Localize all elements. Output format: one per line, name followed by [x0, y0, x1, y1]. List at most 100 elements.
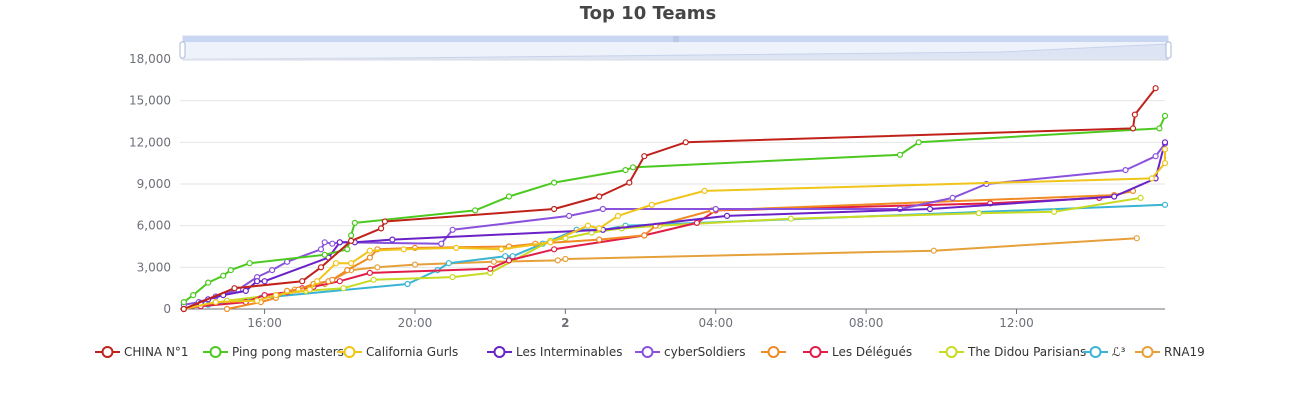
data-point[interactable] [701, 187, 708, 194]
data-point[interactable] [1131, 111, 1139, 118]
data-point[interactable] [336, 239, 343, 246]
data-point[interactable] [242, 287, 249, 294]
data-point[interactable] [317, 246, 325, 253]
data-point[interactable] [550, 205, 558, 213]
data-point[interactable] [1156, 125, 1163, 132]
data-point[interactable] [490, 258, 497, 265]
zoom-slider[interactable]: ||| [179, 35, 1172, 61]
data-point[interactable] [344, 246, 351, 253]
data-point[interactable] [366, 254, 373, 261]
data-point[interactable] [596, 193, 603, 200]
data-point[interactable] [505, 257, 513, 264]
legend-item[interactable]: cyberSoldiers [635, 345, 745, 359]
legend-item[interactable]: California Gurls [337, 345, 458, 359]
data-point[interactable] [682, 139, 689, 146]
data-point[interactable] [693, 219, 701, 226]
legend-item[interactable]: CHINA N°1 [95, 345, 189, 359]
data-point[interactable] [306, 286, 313, 293]
data-point[interactable] [344, 267, 351, 274]
data-point[interactable] [565, 212, 573, 219]
data-point[interactable] [212, 299, 219, 306]
data-point[interactable] [374, 264, 381, 271]
data-point[interactable] [227, 267, 234, 274]
data-point[interactable] [190, 292, 197, 299]
data-point[interactable] [1148, 175, 1155, 182]
data-point[interactable] [348, 237, 355, 244]
data-point[interactable] [205, 279, 212, 286]
data-point[interactable] [926, 205, 934, 213]
data-point[interactable] [1050, 208, 1058, 215]
legend-item[interactable]: Les Délégués [803, 345, 912, 359]
zoom-slider-selection[interactable] [183, 36, 1168, 42]
data-point[interactable] [272, 292, 279, 299]
data-point[interactable] [712, 205, 719, 213]
data-point[interactable] [261, 292, 268, 299]
data-point[interactable] [299, 278, 306, 285]
data-point[interactable] [949, 194, 956, 201]
data-point[interactable] [1161, 201, 1169, 208]
legend-item[interactable]: ℒ³ [1083, 345, 1126, 359]
data-point[interactable] [1161, 139, 1169, 146]
data-point[interactable] [411, 261, 419, 268]
data-point[interactable] [254, 297, 261, 304]
data-point[interactable] [366, 269, 373, 276]
legend-item[interactable]: The Didou Parisians [939, 345, 1086, 359]
data-point[interactable] [550, 179, 558, 186]
data-point[interactable] [438, 240, 445, 247]
data-point[interactable] [321, 239, 328, 246]
data-point[interactable] [329, 240, 336, 247]
data-point[interactable] [1122, 167, 1129, 174]
data-point[interactable] [975, 210, 983, 217]
data-point[interactable] [626, 179, 633, 186]
data-point[interactable] [629, 164, 637, 171]
data-point[interactable] [223, 305, 231, 313]
data-point[interactable] [1133, 235, 1140, 242]
data-point[interactable] [562, 255, 569, 263]
data-point[interactable] [930, 247, 937, 254]
data-point[interactable] [366, 247, 373, 254]
data-point[interactable] [547, 239, 554, 246]
data-point[interactable] [261, 278, 268, 285]
data-point[interactable] [370, 276, 377, 283]
data-point[interactable] [348, 260, 355, 267]
data-point[interactable] [231, 285, 238, 292]
data-point[interactable] [329, 276, 336, 283]
data-point[interactable] [1111, 193, 1118, 200]
data-point[interactable] [554, 257, 561, 264]
data-point[interactable] [509, 253, 516, 260]
data-point[interactable] [550, 246, 558, 253]
data-point[interactable] [340, 285, 347, 292]
data-point[interactable] [723, 212, 731, 219]
data-point[interactable] [648, 201, 655, 208]
zoom-slider-handle-left[interactable] [179, 41, 186, 59]
data-point[interactable] [445, 260, 452, 267]
data-point[interactable] [487, 265, 494, 272]
data-point[interactable] [1152, 153, 1159, 160]
data-point[interactable] [180, 305, 187, 313]
data-point[interactable] [1152, 85, 1159, 92]
data-point[interactable] [389, 236, 396, 243]
legend-item[interactable]: RNA19 [1135, 345, 1205, 359]
data-point[interactable] [449, 226, 456, 233]
zoom-slider-grip-icon[interactable]: ||| [673, 36, 679, 43]
legend-item[interactable] [761, 346, 786, 358]
data-point[interactable] [378, 225, 385, 232]
legend-item[interactable]: Les Interminables [487, 345, 622, 359]
data-point[interactable] [502, 253, 509, 260]
data-point[interactable] [896, 151, 904, 158]
data-point[interactable] [498, 246, 505, 253]
data-point[interactable] [314, 278, 321, 285]
data-point[interactable] [404, 280, 411, 288]
data-point[interactable] [246, 260, 253, 267]
data-point[interactable] [1161, 112, 1169, 120]
data-point[interactable] [1137, 194, 1144, 201]
data-point[interactable] [505, 193, 513, 200]
data-point[interactable] [614, 212, 622, 219]
data-point[interactable] [641, 153, 648, 160]
data-point[interactable] [787, 215, 795, 222]
data-point[interactable] [449, 274, 456, 281]
data-point[interactable] [596, 225, 603, 232]
data-point[interactable] [220, 272, 227, 279]
data-point[interactable] [1161, 160, 1169, 167]
data-point[interactable] [584, 222, 592, 229]
